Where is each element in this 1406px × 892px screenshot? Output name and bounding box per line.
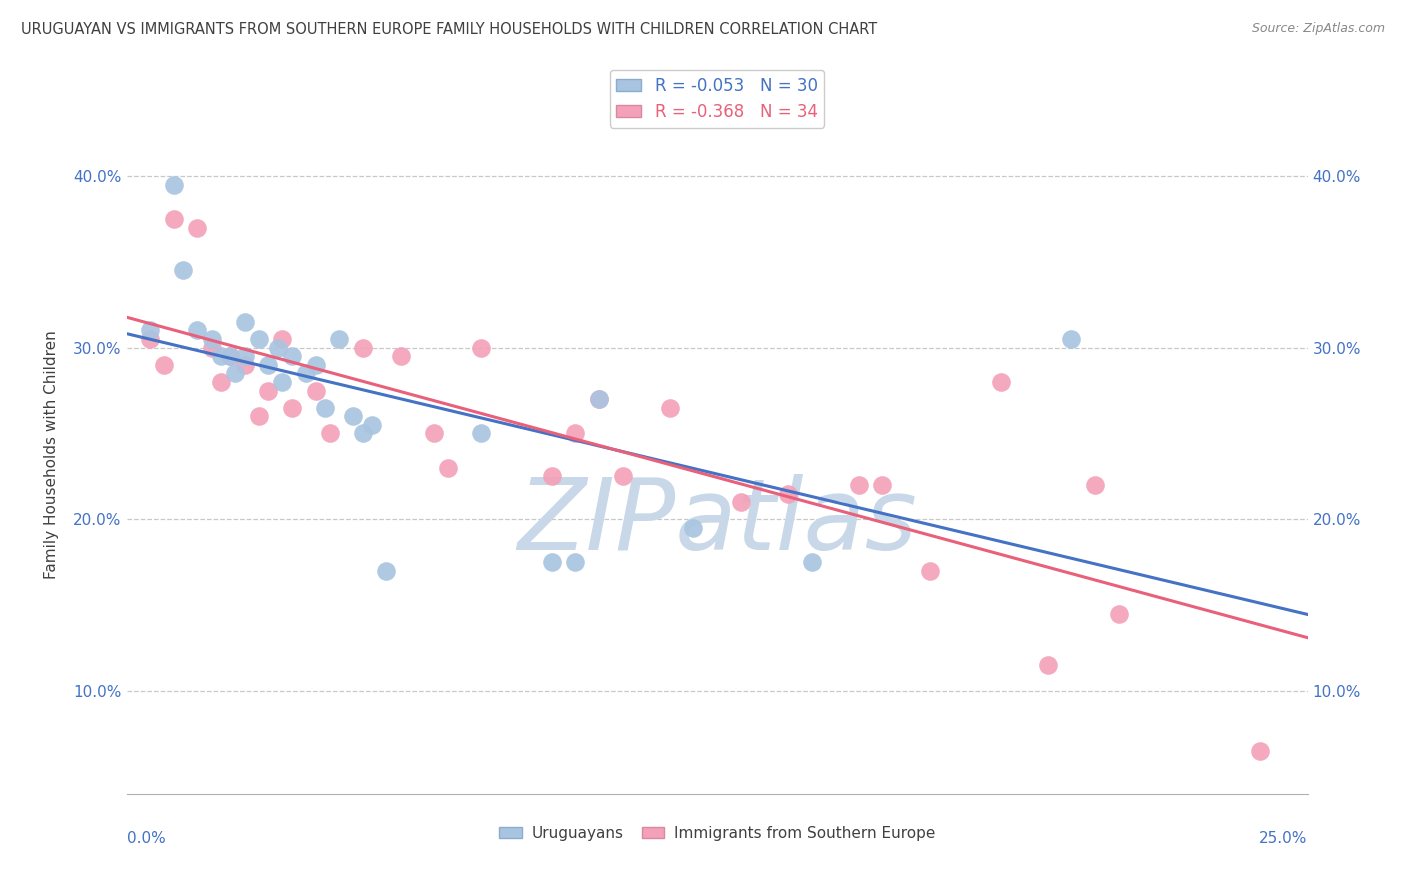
- Point: [470, 341, 492, 355]
- Legend: Uruguayans, Immigrants from Southern Europe: Uruguayans, Immigrants from Southern Eur…: [494, 820, 941, 847]
- Point: [800, 555, 823, 569]
- Point: [281, 349, 304, 363]
- Point: [295, 367, 318, 381]
- Point: [281, 401, 304, 415]
- Point: [304, 384, 326, 398]
- Point: [267, 341, 290, 355]
- Point: [540, 469, 562, 483]
- Point: [163, 178, 186, 192]
- Y-axis label: Family Households with Children: Family Households with Children: [45, 331, 59, 579]
- Point: [422, 426, 444, 441]
- Point: [612, 469, 634, 483]
- Point: [186, 220, 208, 235]
- Point: [233, 349, 256, 363]
- Point: [153, 358, 176, 372]
- Point: [342, 409, 364, 424]
- Point: [375, 564, 398, 578]
- Point: [872, 478, 894, 492]
- Point: [271, 375, 294, 389]
- Point: [776, 486, 799, 500]
- Point: [247, 332, 270, 346]
- Point: [172, 263, 194, 277]
- Point: [564, 555, 586, 569]
- Point: [588, 392, 610, 406]
- Point: [247, 409, 270, 424]
- Point: [304, 358, 326, 372]
- Text: Source: ZipAtlas.com: Source: ZipAtlas.com: [1251, 22, 1385, 36]
- Text: 25.0%: 25.0%: [1260, 831, 1308, 847]
- Point: [224, 367, 246, 381]
- Point: [219, 349, 242, 363]
- Point: [990, 375, 1012, 389]
- Point: [540, 555, 562, 569]
- Point: [233, 358, 256, 372]
- Point: [139, 324, 162, 338]
- Text: URUGUAYAN VS IMMIGRANTS FROM SOUTHERN EUROPE FAMILY HOUSEHOLDS WITH CHILDREN COR: URUGUAYAN VS IMMIGRANTS FROM SOUTHERN EU…: [21, 22, 877, 37]
- Point: [1108, 607, 1130, 621]
- Point: [352, 341, 374, 355]
- Point: [682, 521, 704, 535]
- Point: [1060, 332, 1083, 346]
- Point: [1084, 478, 1107, 492]
- Point: [219, 349, 242, 363]
- Point: [271, 332, 294, 346]
- Point: [233, 315, 256, 329]
- Point: [564, 426, 586, 441]
- Point: [328, 332, 350, 346]
- Point: [588, 392, 610, 406]
- Text: ZIPatlas: ZIPatlas: [517, 475, 917, 571]
- Point: [361, 417, 384, 432]
- Point: [848, 478, 870, 492]
- Point: [314, 401, 336, 415]
- Point: [318, 426, 340, 441]
- Point: [163, 211, 186, 226]
- Point: [257, 358, 280, 372]
- Point: [186, 324, 208, 338]
- Point: [139, 332, 162, 346]
- Point: [257, 384, 280, 398]
- Point: [436, 460, 458, 475]
- Point: [1036, 658, 1059, 673]
- Point: [1249, 744, 1271, 758]
- Point: [352, 426, 374, 441]
- Text: 0.0%: 0.0%: [127, 831, 166, 847]
- Point: [389, 349, 412, 363]
- Point: [470, 426, 492, 441]
- Point: [918, 564, 941, 578]
- Point: [209, 375, 232, 389]
- Point: [658, 401, 681, 415]
- Point: [730, 495, 752, 509]
- Point: [209, 349, 232, 363]
- Point: [200, 332, 222, 346]
- Point: [200, 341, 222, 355]
